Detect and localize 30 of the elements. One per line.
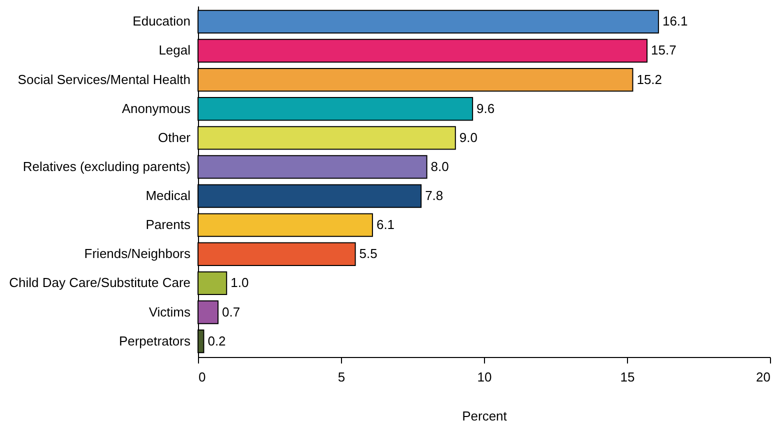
y-tick-label: Child Day Care/Substitute Care bbox=[9, 275, 190, 290]
x-tick-label: 20 bbox=[756, 370, 770, 384]
y-tick-label: Education bbox=[132, 14, 190, 29]
y-tick-label: Friends/Neighbors bbox=[84, 246, 191, 262]
data-label: 9.6 bbox=[476, 100, 495, 116]
data-label: 5.5 bbox=[359, 246, 378, 262]
data-label: 6.1 bbox=[376, 217, 395, 232]
data-label: 0.2 bbox=[208, 333, 226, 348]
y-tick-label: Relatives (excluding parents) bbox=[22, 158, 190, 174]
x-tick-label: 5 bbox=[338, 370, 346, 384]
data-label: 7.8 bbox=[425, 188, 444, 204]
y-tick-label: Medical bbox=[146, 188, 191, 204]
y-tick-label: Perpetrators bbox=[118, 333, 191, 348]
y-tick-label: Victims bbox=[148, 304, 191, 320]
x-axis-title: Percent bbox=[462, 408, 508, 424]
x-tick-label: 0 bbox=[198, 370, 206, 384]
y-tick-label: Anonymous bbox=[122, 100, 191, 116]
data-label: 15.2 bbox=[636, 72, 662, 87]
data-label: 0.7 bbox=[222, 304, 240, 320]
y-tick-label: Other bbox=[158, 130, 192, 145]
data-label: 8.0 bbox=[430, 158, 449, 174]
data-label: 9.0 bbox=[459, 130, 478, 145]
y-tick-label: Social Services/Mental Health bbox=[18, 72, 190, 87]
y-tick-label: Legal bbox=[158, 42, 191, 58]
x-tick-label: 10 bbox=[477, 370, 492, 384]
data-label: 15.7 bbox=[651, 42, 676, 58]
x-tick-label: 15 bbox=[620, 370, 635, 384]
data-label: 16.1 bbox=[662, 14, 688, 29]
data-label: 1.0 bbox=[230, 275, 249, 290]
y-tick-label: Parents bbox=[146, 217, 191, 232]
